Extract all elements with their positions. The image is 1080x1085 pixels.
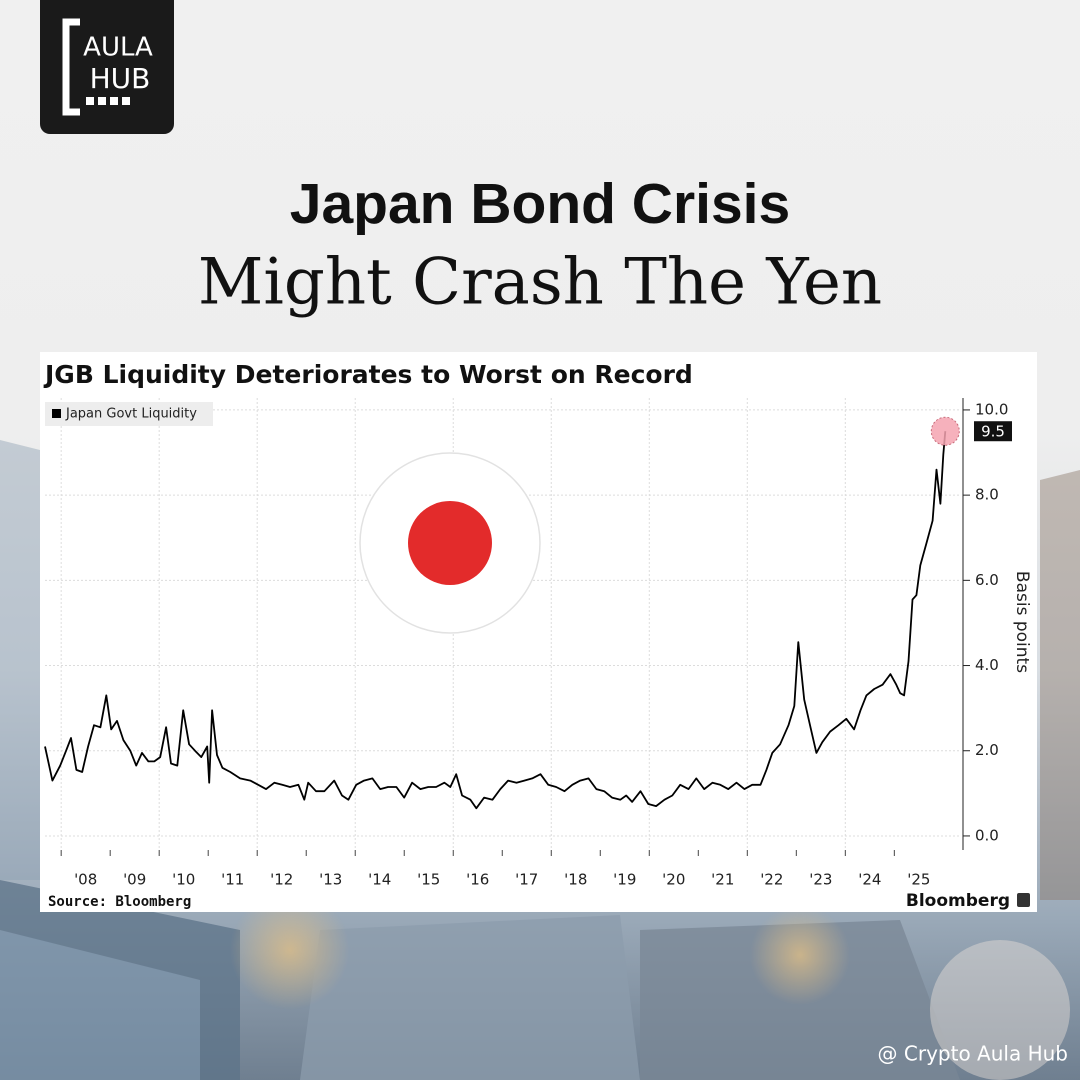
y-tick-label: 6.0 [975, 571, 999, 589]
x-tick-label: '16 [466, 871, 489, 889]
x-tick-label: '20 [662, 871, 685, 889]
x-tick-label: '24 [858, 871, 881, 889]
y-axis-label: Basis points [1012, 571, 1032, 673]
y-tick-label: 2.0 [975, 741, 999, 759]
x-tick-label: '25 [907, 871, 930, 889]
x-tick-label: '22 [760, 871, 783, 889]
line-series [44, 431, 947, 810]
headline-sub: Might Crash The Yen [198, 246, 882, 320]
background-scene [0, 440, 1080, 1080]
x-tick-label: '17 [515, 871, 538, 889]
x-tick-label: '18 [564, 871, 587, 889]
x-tick-label: '15 [417, 871, 440, 889]
legend-label: Japan Govt Liquidity [65, 407, 197, 422]
x-tick-label: '10 [172, 871, 195, 889]
last-value-box [974, 421, 1012, 442]
legend-box [45, 402, 213, 426]
y-tick-label: 8.0 [975, 486, 999, 504]
x-tick-label: '13 [319, 871, 342, 889]
brand: Bloomberg [906, 891, 1010, 911]
legend-swatch [52, 409, 61, 418]
x-tick-label: '12 [270, 871, 293, 889]
x-tick-label: '19 [613, 871, 636, 889]
y-tick-label: 10.0 [975, 400, 1008, 418]
logo-text: HUB [90, 62, 151, 95]
logo-text: AULA [83, 33, 153, 63]
y-tick-label: 0.0 [975, 826, 999, 844]
x-tick-label: '23 [809, 871, 832, 889]
watermark: @ Crypto Aula Hub [878, 1042, 1068, 1066]
last-point-marker [930, 416, 960, 446]
flag [359, 452, 541, 634]
chart-panel [40, 352, 1037, 912]
headline: Japan Bond Crisis [290, 172, 790, 236]
x-tick-label: '08 [74, 871, 97, 889]
x-tick-label: '14 [368, 871, 391, 889]
brand-icon [1017, 893, 1030, 907]
source: Source: Bloomberg [48, 894, 191, 910]
x-tick-label: '09 [123, 871, 146, 889]
x-tick-label: '21 [711, 871, 734, 889]
last-value-label: 9.5 [981, 423, 1005, 441]
x-tick-label: '11 [221, 871, 244, 889]
y-tick-label: 4.0 [975, 656, 999, 674]
logo: AULA HUB [40, 0, 174, 134]
chart-title: JGB Liquidity Deteriorates to Worst on R… [43, 360, 693, 389]
legend: Japan Govt Liquidity [45, 402, 213, 426]
